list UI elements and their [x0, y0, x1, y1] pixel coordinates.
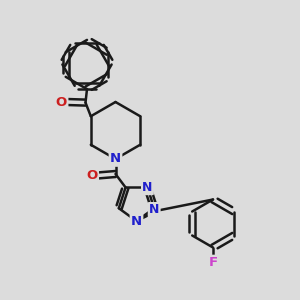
Text: N: N: [131, 214, 142, 228]
Text: N: N: [142, 181, 153, 194]
Text: N: N: [110, 152, 121, 166]
Text: F: F: [208, 256, 217, 269]
Text: N: N: [149, 203, 159, 216]
Text: O: O: [56, 95, 67, 109]
Text: O: O: [86, 169, 98, 182]
